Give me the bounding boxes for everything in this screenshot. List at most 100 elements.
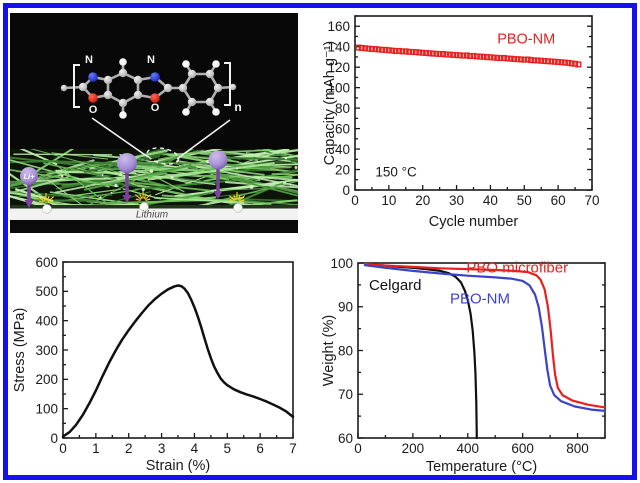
svg-text:20: 20 [335,162,350,177]
svg-text:90: 90 [338,300,353,315]
lithium-ion [20,167,38,208]
svg-text:100: 100 [327,80,350,95]
svg-text:40: 40 [483,193,498,208]
oxygen-label-right: O [151,102,160,114]
carbon-atom [103,90,113,100]
plot-frame [357,262,606,439]
carbon-atom [103,75,113,85]
lithium-ion-sphere [208,150,228,170]
lithium-ion-label: Li+ [23,172,35,181]
svg-text:70: 70 [338,387,353,402]
x-axis-title: Temperature (°C) [426,459,537,475]
y-axis-title: Stress (MPa) [12,308,28,393]
oxygen-atom [88,93,98,103]
svg-text:0: 0 [354,441,362,456]
svg-text:0: 0 [50,431,58,446]
hydrogen-atom [212,108,220,116]
svg-text:50: 50 [517,193,532,208]
annotation-pbo-nm: PBO-NM [450,290,510,307]
mat-bottom-edge [10,205,298,209]
svg-text:40: 40 [335,142,350,157]
nitrogen-atom [88,72,98,82]
nitrogen-label-right: N [147,54,155,66]
x-axis-title: Cycle number [429,214,519,230]
svg-text:60: 60 [338,431,353,446]
repeat-unit-subscript: n [234,100,241,114]
svg-text:4: 4 [191,441,199,456]
annotation-150-°c: 150 °C [375,165,417,180]
tick-labels: 0 200 400 600 800 60 70 80 90 100 [330,256,588,456]
svg-text:0: 0 [342,183,350,198]
svg-text:500: 500 [35,284,58,299]
stress-strain-chart: 0 1 2 3 4 5 6 7 0 100 200 300 400 500 600 Strain (%) Str… [12,255,297,474]
y-axis-title: Weight (%) [321,315,337,386]
svg-text:160: 160 [327,19,350,34]
carbon-atom [118,68,128,78]
carbon-atom [133,75,143,85]
nitrogen-atom [150,72,160,82]
hydrogen-atom [182,108,190,116]
svg-text:2: 2 [125,441,133,456]
svg-text:120: 120 [327,60,350,75]
tick-labels: 0 1 2 3 4 5 6 7 0 100 200 300 400 500 600 [35,255,296,456]
repeat-unit-brackets [73,62,231,108]
pbo-molecule [60,58,237,119]
svg-text:60: 60 [335,121,350,136]
svg-text:300: 300 [35,343,58,358]
carbon-atom [213,83,223,93]
capacity-cycle-chart: 0 10 20 30 40 50 60 70 0 20 40 60 80 100 120 140 160 PBO-… [322,15,600,230]
illustration-graphics [10,13,298,233]
x-axis-title: Strain (%) [146,458,210,474]
carbon-atom [133,90,143,100]
nitrogen-label-left: N [85,54,93,66]
lithium-ion-arrowhead [24,200,34,208]
series-pbo-nm [355,44,582,68]
hydrogen-atom [119,58,127,66]
lithium-ion [117,153,137,203]
carbon-atom [78,82,88,92]
tick-labels: 0 10 20 30 40 50 60 70 0 20 40 60 80 100 120 140 160 [327,19,599,208]
series-pbo-nm [363,264,607,412]
svg-text:80: 80 [335,101,350,116]
carbon-atom [187,69,197,79]
svg-text:6: 6 [256,441,264,456]
svg-text:200: 200 [35,372,58,387]
y-axis-title: Capacity (mAh g⁻¹) [322,41,338,166]
svg-text:140: 140 [327,40,350,55]
zoom-pointer-lines [91,117,231,160]
svg-text:0: 0 [351,193,359,208]
tga-plot-area: 0 200 400 600 800 60 70 80 90 100 Celgard PBO micro… [321,256,607,475]
svg-text:80: 80 [338,343,353,358]
pbo-membrane-illustration: N N O O n Li+ Lithium [10,13,298,233]
oxygen-atom [150,93,160,103]
spark-icon [229,191,245,213]
chain-stub-atom [60,84,68,92]
svg-text:60: 60 [551,193,566,208]
carbon-atom [205,97,215,107]
bottom-black-bar [10,220,298,233]
svg-text:200: 200 [402,441,425,456]
svg-text:0: 0 [59,441,67,456]
oxygen-label-left: O [89,104,98,116]
hydrogen-atom [182,60,190,68]
lithium-ion-sphere [117,153,137,173]
svg-text:600: 600 [35,255,58,270]
svg-text:100: 100 [330,256,353,271]
lithium-ion-arrowhead [122,195,132,203]
plot-frame [62,261,294,439]
series-pbo-nm-stress-strain [61,284,295,438]
svg-text:10: 10 [381,193,396,208]
tga-weight-chart: 0 200 400 600 800 60 70 80 90 100 Celgard PBO micro… [321,256,607,475]
carbon-atom [205,69,215,79]
spark-icon [135,190,151,212]
annotation-pbo-microfiber: PBO microfiber [466,260,568,277]
lithium-substrate-label: Lithium [136,210,168,221]
svg-text:800: 800 [566,441,589,456]
spark-icon [38,192,54,214]
series-pbo-microfiber [363,262,607,409]
svg-text:3: 3 [158,441,166,456]
svg-text:100: 100 [35,401,58,416]
svg-text:1: 1 [92,441,100,456]
svg-text:7: 7 [289,441,297,456]
